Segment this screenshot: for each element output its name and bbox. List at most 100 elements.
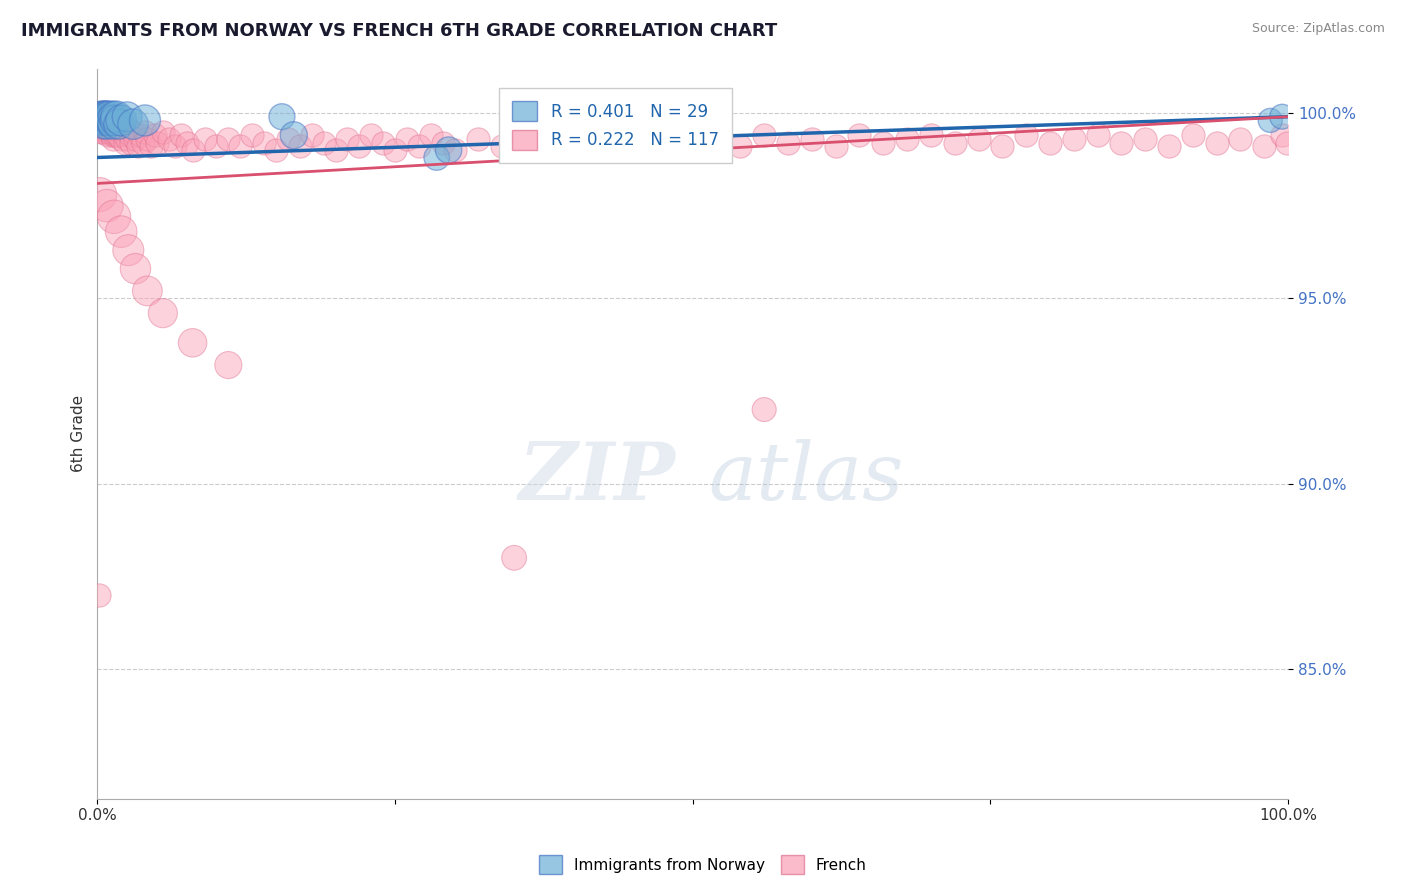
Point — [127, 139, 149, 153]
Point — [1271, 128, 1294, 143]
Point — [105, 120, 128, 135]
Point — [253, 136, 276, 150]
Point — [152, 306, 174, 320]
Point — [408, 139, 430, 153]
Point — [104, 113, 127, 128]
Point — [107, 128, 129, 143]
Point — [96, 113, 118, 128]
Point — [872, 136, 894, 150]
Point — [1181, 128, 1204, 143]
Point — [205, 139, 228, 153]
Point — [682, 143, 704, 157]
Point — [129, 128, 152, 143]
Point — [111, 120, 134, 135]
Point — [105, 128, 128, 143]
Text: IMMIGRANTS FROM NORWAY VS FRENCH 6TH GRADE CORRELATION CHART: IMMIGRANTS FROM NORWAY VS FRENCH 6TH GRA… — [21, 22, 778, 40]
Point — [89, 187, 111, 202]
Point — [91, 110, 114, 124]
Point — [136, 284, 159, 298]
Point — [229, 139, 252, 153]
Point — [98, 117, 121, 131]
Point — [134, 113, 156, 128]
Point — [115, 110, 138, 124]
Point — [271, 110, 294, 124]
Point — [586, 132, 609, 146]
Point — [1275, 136, 1298, 150]
Point — [100, 113, 122, 128]
Point — [277, 132, 299, 146]
Point — [100, 117, 122, 131]
Point — [217, 358, 239, 372]
Point — [96, 117, 118, 131]
Point — [240, 128, 263, 143]
Legend: Immigrants from Norway, French: Immigrants from Norway, French — [533, 849, 873, 880]
Point — [288, 139, 311, 153]
Text: Source: ZipAtlas.com: Source: ZipAtlas.com — [1251, 22, 1385, 36]
Point — [115, 124, 138, 138]
Point — [97, 128, 120, 143]
Point — [98, 124, 121, 138]
Point — [120, 136, 142, 150]
Point — [93, 113, 115, 128]
Point — [325, 143, 347, 157]
Point — [1111, 136, 1133, 150]
Point — [1258, 113, 1281, 128]
Point — [87, 120, 110, 135]
Point — [467, 132, 489, 146]
Point — [193, 132, 215, 146]
Point — [101, 124, 124, 138]
Point — [91, 120, 114, 135]
Point — [90, 124, 112, 138]
Point — [93, 110, 115, 124]
Point — [754, 402, 776, 417]
Point — [93, 110, 115, 124]
Text: ZIP: ZIP — [519, 439, 676, 516]
Point — [1229, 132, 1251, 146]
Point — [800, 132, 823, 146]
Point — [110, 225, 132, 239]
Point — [96, 124, 118, 138]
Point — [991, 139, 1014, 153]
Point — [101, 132, 124, 146]
Point — [1205, 136, 1227, 150]
Point — [1157, 139, 1180, 153]
Point — [90, 110, 112, 124]
Point — [100, 128, 122, 143]
Point — [754, 128, 776, 143]
Point — [104, 117, 127, 131]
Point — [112, 128, 135, 143]
Point — [163, 139, 186, 153]
Point — [437, 143, 460, 157]
Point — [283, 128, 305, 143]
Point — [100, 113, 122, 128]
Point — [503, 550, 526, 565]
Point — [432, 136, 454, 150]
Point — [91, 117, 114, 131]
Point — [562, 143, 585, 157]
Point — [122, 117, 145, 131]
Point — [848, 128, 870, 143]
Point — [896, 132, 918, 146]
Point — [515, 128, 537, 143]
Point — [110, 113, 132, 128]
Point — [706, 132, 728, 146]
Point — [143, 128, 166, 143]
Point — [610, 139, 633, 153]
Point — [943, 136, 966, 150]
Point — [91, 113, 114, 128]
Y-axis label: 6th Grade: 6th Grade — [72, 395, 86, 472]
Point — [1063, 132, 1085, 146]
Point — [384, 143, 406, 157]
Point — [124, 261, 146, 276]
Point — [131, 136, 153, 150]
Point — [94, 117, 117, 131]
Point — [100, 120, 122, 135]
Point — [105, 110, 128, 124]
Point — [1039, 136, 1062, 150]
Legend: R = 0.401   N = 29, R = 0.222   N = 117: R = 0.401 N = 29, R = 0.222 N = 117 — [499, 87, 733, 163]
Point — [419, 128, 441, 143]
Point — [124, 132, 146, 146]
Point — [301, 128, 323, 143]
Point — [426, 151, 449, 165]
Point — [634, 128, 657, 143]
